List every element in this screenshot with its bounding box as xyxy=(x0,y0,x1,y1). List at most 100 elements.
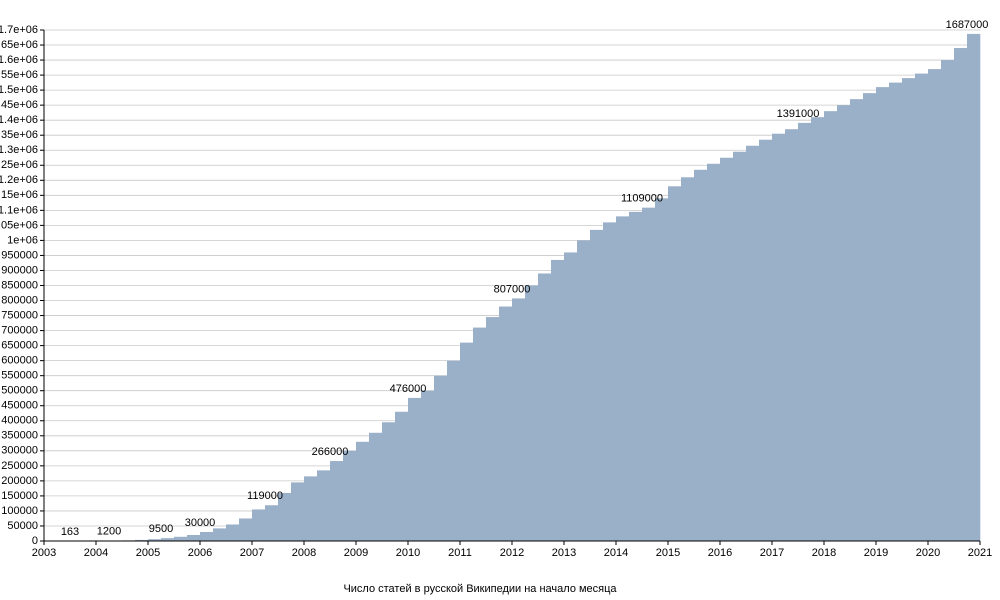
data-label: 30000 xyxy=(185,517,216,529)
data-label: 1109000 xyxy=(621,193,663,205)
x-tick-label: 2015 xyxy=(656,547,680,559)
bar xyxy=(473,327,487,541)
x-tick-label: 2006 xyxy=(188,547,212,559)
y-tick-label: 200000 xyxy=(1,475,38,487)
y-tick-label: 0 xyxy=(32,535,38,547)
bar xyxy=(460,342,474,541)
data-label: 1391000 xyxy=(777,108,820,120)
bar xyxy=(239,518,253,541)
x-tick-label: 2019 xyxy=(864,547,888,559)
y-tick-label: 1.4e+06 xyxy=(0,114,38,126)
x-tick-label: 2008 xyxy=(292,547,316,559)
bar xyxy=(889,82,903,542)
bar xyxy=(525,285,539,541)
bar xyxy=(551,259,565,541)
bar xyxy=(928,69,942,541)
bar xyxy=(798,122,812,541)
bar xyxy=(213,528,227,541)
bar xyxy=(746,145,760,541)
bar xyxy=(356,441,370,541)
y-tick-label: 1.45e+06 xyxy=(0,99,38,111)
x-tick-label: 2012 xyxy=(500,547,524,559)
x-tick-label: 2004 xyxy=(84,547,108,559)
bar xyxy=(590,229,604,541)
x-tick-label: 2010 xyxy=(396,547,420,559)
bar xyxy=(785,129,799,541)
y-tick-label: 950000 xyxy=(1,249,38,261)
bar xyxy=(330,461,344,541)
y-tick-label: 900000 xyxy=(1,264,38,276)
y-tick-label: 1.25e+06 xyxy=(0,159,38,171)
y-tick-label: 550000 xyxy=(1,370,38,382)
data-label: 1200 xyxy=(97,526,121,538)
y-tick-label: 1.15e+06 xyxy=(0,189,38,201)
bar xyxy=(876,87,890,542)
bar xyxy=(161,538,175,541)
bar xyxy=(187,534,201,541)
x-tick-label: 2005 xyxy=(136,547,160,559)
bar xyxy=(707,163,721,541)
bar xyxy=(278,492,292,541)
bar xyxy=(759,139,773,541)
bar xyxy=(603,222,617,541)
x-tick-label: 2021 xyxy=(968,547,992,559)
bar xyxy=(434,375,448,541)
y-tick-label: 1.35e+06 xyxy=(0,129,38,141)
bar xyxy=(291,482,305,541)
bar xyxy=(681,177,695,541)
data-label: 163 xyxy=(61,526,79,538)
bar xyxy=(811,117,825,541)
x-tick-label: 2017 xyxy=(760,547,784,559)
bar xyxy=(408,397,422,541)
x-axis-label: Число статей в русской Википедии на нача… xyxy=(343,583,617,595)
bar xyxy=(382,422,396,541)
data-label: 9500 xyxy=(149,523,173,535)
y-tick-label: 100000 xyxy=(1,505,38,517)
y-tick-label: 850000 xyxy=(1,279,38,291)
x-tick-label: 2009 xyxy=(344,547,368,559)
y-tick-label: 1.3e+06 xyxy=(0,144,38,156)
bar xyxy=(720,157,734,541)
bar xyxy=(824,111,838,542)
y-tick-label: 350000 xyxy=(1,430,38,442)
y-tick-label: 1.2e+06 xyxy=(0,174,38,186)
x-tick-label: 2014 xyxy=(604,547,628,559)
bar xyxy=(317,470,331,541)
y-tick-label: 150000 xyxy=(1,490,38,502)
bar xyxy=(512,298,526,541)
y-tick-label: 1.65e+06 xyxy=(0,39,38,51)
x-tick-label: 2007 xyxy=(240,547,264,559)
y-tick-label: 250000 xyxy=(1,460,38,472)
bar xyxy=(564,252,578,541)
bar xyxy=(954,48,968,542)
y-tick-label: 400000 xyxy=(1,415,38,427)
data-label: 1687000 xyxy=(946,19,989,31)
y-tick-label: 50000 xyxy=(7,520,38,532)
bar xyxy=(486,317,500,541)
y-tick-label: 650000 xyxy=(1,340,38,352)
bar xyxy=(252,509,266,541)
y-tick-label: 600000 xyxy=(1,355,38,367)
bar xyxy=(863,93,877,541)
bar xyxy=(226,524,240,541)
bar xyxy=(837,105,851,541)
bar xyxy=(174,536,188,541)
bar xyxy=(629,211,643,541)
bar xyxy=(772,133,786,541)
data-label: 476000 xyxy=(390,383,427,395)
bar xyxy=(499,306,513,541)
bar xyxy=(538,273,552,541)
data-label: 119000 xyxy=(247,490,283,502)
y-tick-label: 1e+06 xyxy=(7,234,38,246)
x-tick-label: 2003 xyxy=(32,547,56,559)
bar xyxy=(655,198,669,541)
bar xyxy=(369,432,383,541)
bar xyxy=(421,390,435,541)
bar xyxy=(447,360,461,541)
bar xyxy=(694,169,708,541)
bar xyxy=(668,186,682,541)
y-tick-label: 300000 xyxy=(1,445,38,457)
y-tick-label: 450000 xyxy=(1,400,38,412)
